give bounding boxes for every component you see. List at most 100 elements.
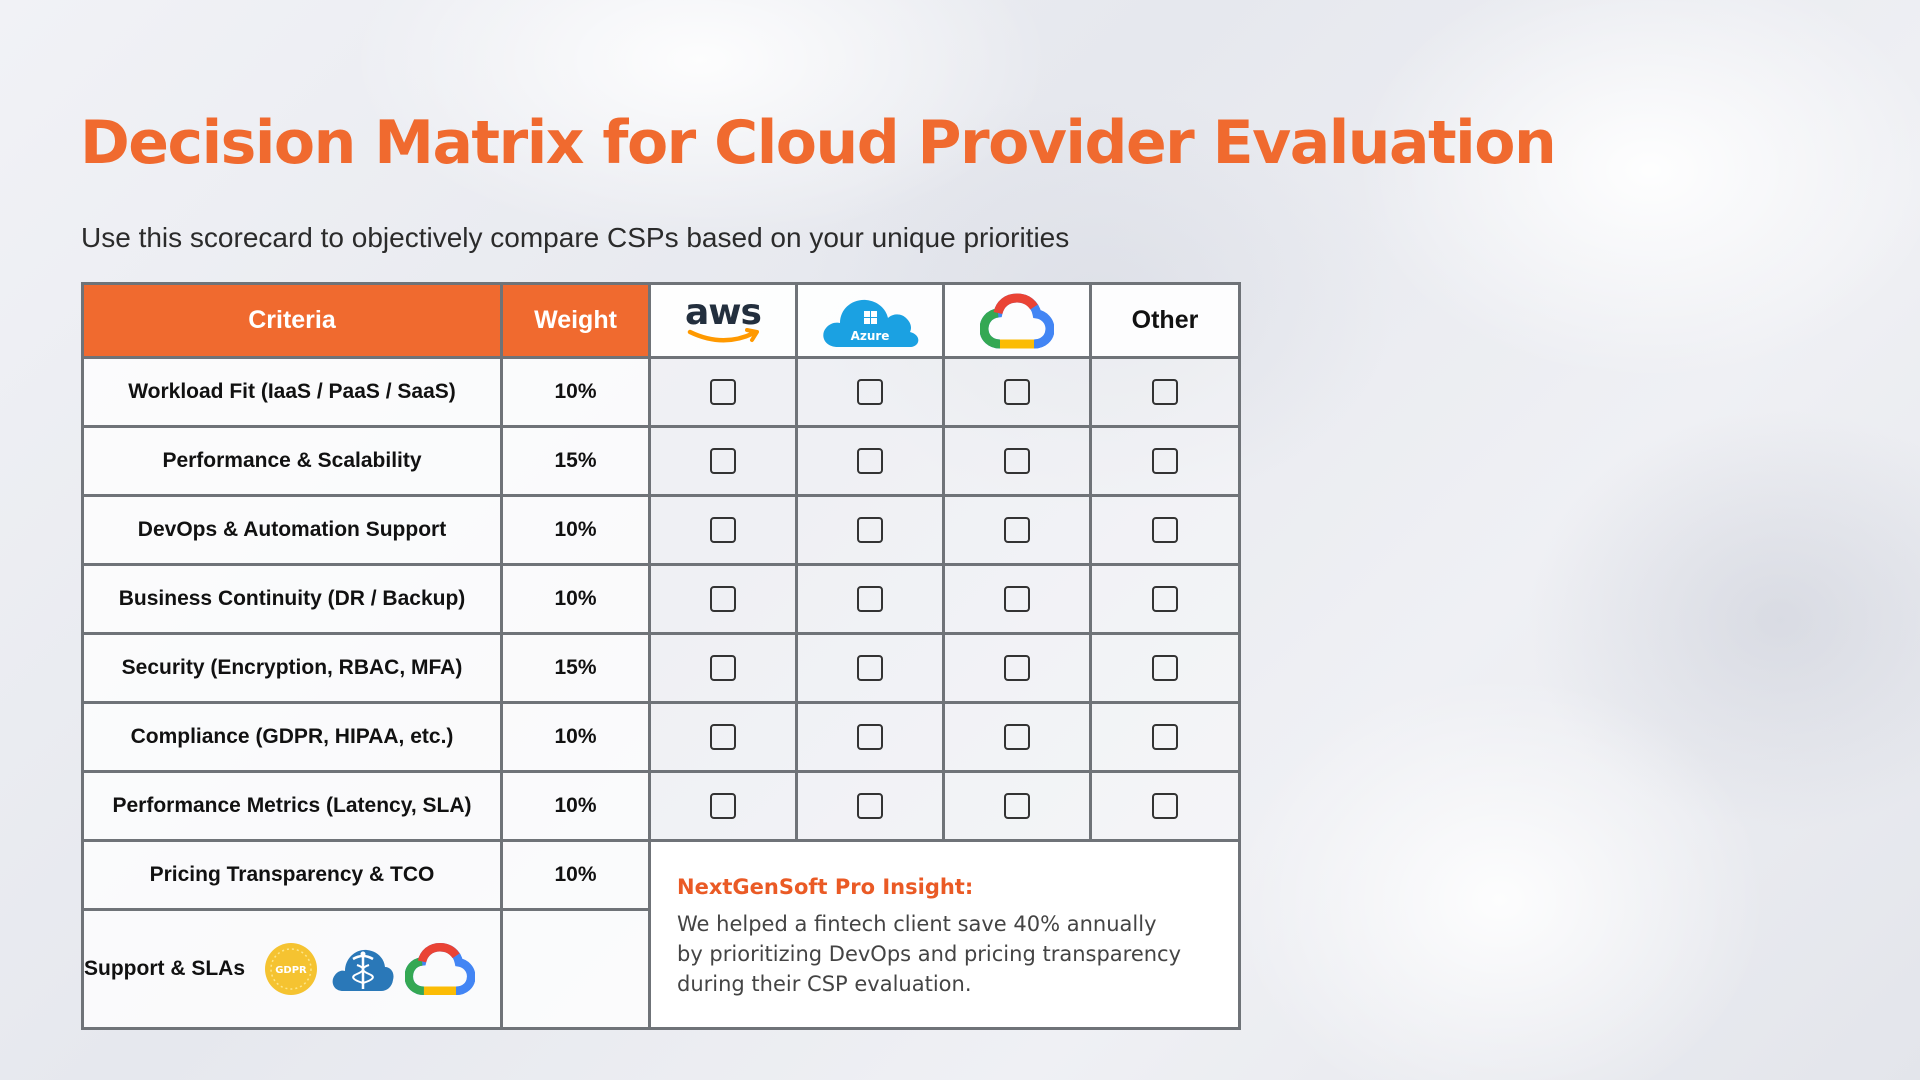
criteria-cell: Business Continuity (DR / Backup) [81,563,503,635]
aws-checkbox[interactable] [710,724,736,750]
other-score-cell [1089,425,1241,497]
criteria-cell: Pricing Transparency & TCO [81,839,503,911]
other-checkbox[interactable] [1152,586,1178,612]
azure-cloud-logo-icon: Azure [823,299,919,347]
gcp-checkbox[interactable] [1004,517,1030,543]
gcp-score-cell [942,701,1092,773]
insight-title: NextGenSoft Pro Insight: [677,875,974,899]
aws-checkbox[interactable] [710,517,736,543]
aws-score-cell [648,701,798,773]
azure-score-cell [795,701,945,773]
table-row: Pricing Transparency & TCO 10% NextGenSo… [81,839,1241,1030]
weight-cell: 15% [500,632,651,704]
azure-checkbox[interactable] [857,586,883,612]
aws-score-cell [648,425,798,497]
azure-score-cell [795,770,945,842]
support-slas-label: Support & SLAs [84,957,245,980]
insight-line: during their CSP evaluation. [677,972,972,996]
azure-checkbox[interactable] [857,655,883,681]
aws-logo-icon: aws [685,292,762,342]
aws-checkbox[interactable] [710,448,736,474]
aws-score-cell [648,770,798,842]
header-criteria: Criteria [81,282,503,359]
criteria-cell: Workload Fit (IaaS / PaaS / SaaS) [81,356,503,428]
azure-checkbox[interactable] [857,448,883,474]
other-score-cell [1089,701,1241,773]
other-checkbox[interactable] [1152,448,1178,474]
gcp-checkbox[interactable] [1004,586,1030,612]
azure-score-cell [795,425,945,497]
gcp-score-cell [942,632,1092,704]
other-checkbox[interactable] [1152,379,1178,405]
google-cloud-logo-icon [405,942,475,996]
table-row: Workload Fit (IaaS / PaaS / SaaS) 10% [81,356,1241,428]
gcp-score-cell [942,563,1092,635]
gcp-checkbox[interactable] [1004,655,1030,681]
table-row: Business Continuity (DR / Backup) 10% [81,563,1241,635]
azure-score-cell [795,356,945,428]
header-aws: aws [648,282,798,359]
criteria-cell: Performance & Scalability [81,425,503,497]
support-slas-cell: Support & SLAs GDPR [81,908,503,1030]
azure-checkbox[interactable] [857,793,883,819]
aws-checkbox[interactable] [710,586,736,612]
table-row: Performance Metrics (Latency, SLA) 10% [81,770,1241,842]
weight-cell: 10% [500,356,651,428]
other-checkbox[interactable] [1152,655,1178,681]
insight-line: We helped a fintech client save 40% annu… [677,912,1157,936]
gcp-score-cell [942,425,1092,497]
table-row: DevOps & Automation Support 10% [81,494,1241,566]
header-other: Other [1089,282,1241,359]
header-row: Criteria Weight aws Azure [81,282,1241,359]
other-checkbox[interactable] [1152,517,1178,543]
other-checkbox[interactable] [1152,793,1178,819]
gcp-checkbox[interactable] [1004,793,1030,819]
criteria-cell: Compliance (GDPR, HIPAA, etc.) [81,701,503,773]
aws-score-cell [648,494,798,566]
criteria-cell: Security (Encryption, RBAC, MFA) [81,632,503,704]
gcp-score-cell [942,356,1092,428]
weight-cell: 10% [500,770,651,842]
header-google-cloud [942,282,1092,359]
header-weight: Weight [500,282,651,359]
weight-cell: 10% [500,563,651,635]
weight-cell: 10% [500,839,651,911]
other-score-cell [1089,632,1241,704]
insight-line: by prioritizing DevOps and pricing trans… [677,942,1182,966]
gcp-score-cell [942,494,1092,566]
azure-checkbox[interactable] [857,517,883,543]
aws-checkbox[interactable] [710,379,736,405]
page-subtitle: Use this scorecard to objectively compar… [81,222,1070,253]
insight-body: We helped a fintech client save 40% annu… [677,909,1212,999]
aws-checkbox[interactable] [710,793,736,819]
weight-cell: 10% [500,494,651,566]
gcp-checkbox[interactable] [1004,379,1030,405]
aws-score-cell [648,356,798,428]
other-score-cell [1089,770,1241,842]
page-title: Decision Matrix for Cloud Provider Evalu… [80,108,1557,178]
azure-score-cell [795,563,945,635]
gdpr-badge-icon: GDPR [265,943,317,995]
azure-logo-text: Azure [851,329,890,343]
table-row-support: Support & SLAs GDPR [81,908,1240,1030]
azure-score-cell [795,494,945,566]
weight-cell: 15% [500,425,651,497]
weight-cell: 10% [500,701,651,773]
other-score-cell [1089,563,1241,635]
hipaa-caduceus-icon [332,949,394,991]
table-row: Security (Encryption, RBAC, MFA) 15% [81,632,1241,704]
aws-score-cell [648,632,798,704]
weight-cell-empty [500,908,651,1030]
azure-checkbox[interactable] [857,379,883,405]
other-checkbox[interactable] [1152,724,1178,750]
criteria-cell: DevOps & Automation Support [81,494,503,566]
aws-logo-text: aws [685,292,761,333]
criteria-cell: Performance Metrics (Latency, SLA) [81,770,503,842]
aws-checkbox[interactable] [710,655,736,681]
aws-score-cell [648,563,798,635]
gcp-checkbox[interactable] [1004,724,1030,750]
header-azure: Azure [795,282,945,359]
other-score-cell [1089,494,1241,566]
gcp-checkbox[interactable] [1004,448,1030,474]
azure-checkbox[interactable] [857,724,883,750]
